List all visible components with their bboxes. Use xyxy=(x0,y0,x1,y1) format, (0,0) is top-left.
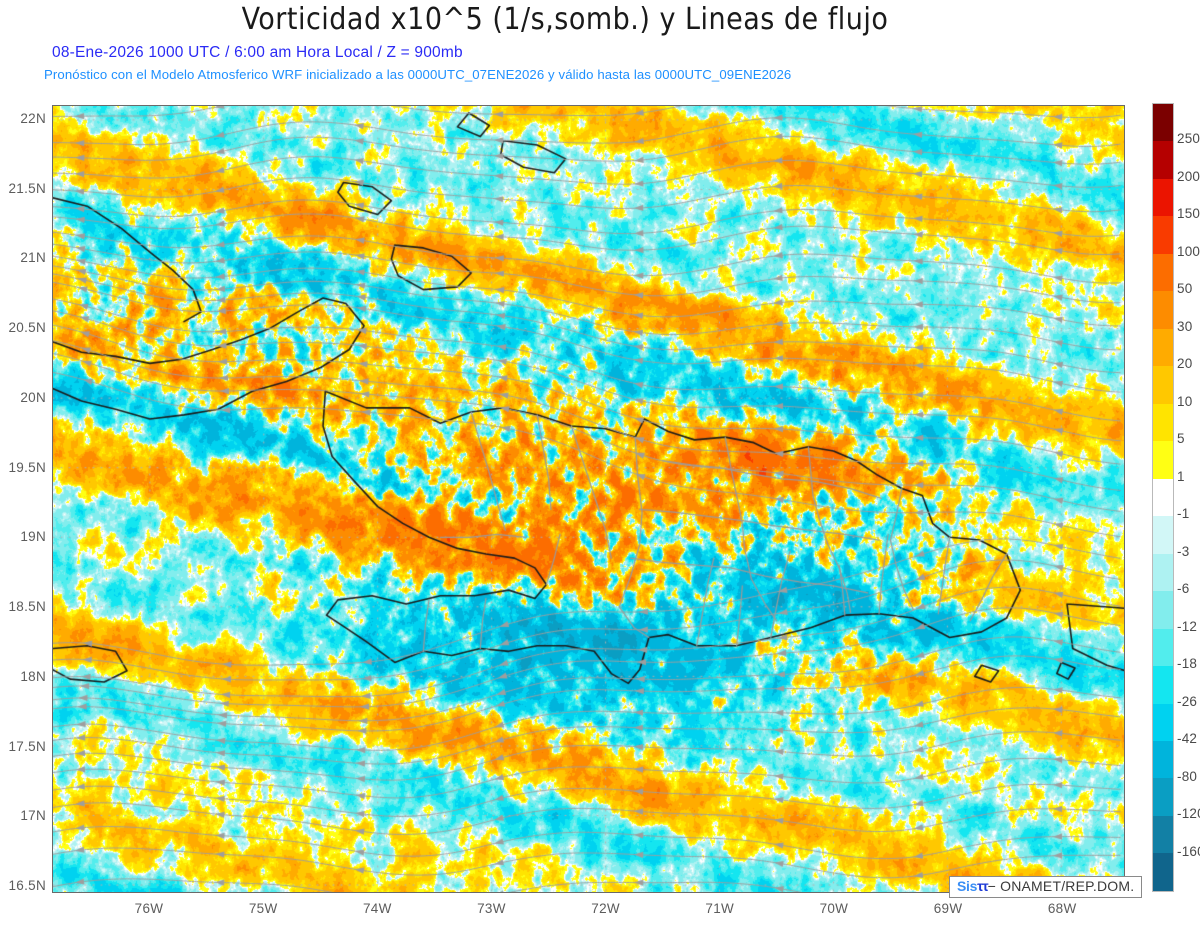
y-axis-tick: 22N xyxy=(20,110,46,126)
colorbar-band xyxy=(1153,553,1173,592)
colorbar-band xyxy=(1153,328,1173,367)
y-axis-tick: 17N xyxy=(20,808,46,824)
colorbar-band xyxy=(1153,403,1173,442)
y-axis-tick: 16.5N xyxy=(8,878,46,894)
y-axis-tick: 19N xyxy=(20,529,46,545)
colorbar-band xyxy=(1153,666,1173,704)
y-axis-tick: 18.5N xyxy=(8,599,46,615)
organization-label: ONAMET/REP.DOM. xyxy=(1000,878,1135,894)
colorbar-tick: -42 xyxy=(1177,731,1198,747)
y-axis-tick: 17.5N xyxy=(8,738,46,754)
colorbar-tick: -6 xyxy=(1177,581,1190,597)
colorbar-tick: -26 xyxy=(1177,693,1198,709)
colorbar-band xyxy=(1153,591,1173,629)
colorbar-band xyxy=(1153,291,1173,329)
colorbar-tick: -120 xyxy=(1177,806,1200,822)
colorbar-band xyxy=(1153,853,1173,891)
brand-label: Sis xyxy=(957,878,978,894)
colorbar-tick: -18 xyxy=(1177,656,1198,672)
x-axis-tick: 72W xyxy=(591,901,620,916)
colorbar-band xyxy=(1153,703,1173,741)
attribution-box: Sisττ− ONAMET/REP.DOM. xyxy=(949,876,1143,898)
x-axis-tick: 70W xyxy=(819,901,849,916)
colorbar-tick: 5 xyxy=(1177,431,1185,447)
colorbar-tick: -80 xyxy=(1177,768,1198,784)
colorbar-tick: 150 xyxy=(1177,206,1200,222)
colorbar-band xyxy=(1153,441,1173,479)
colorbar-band xyxy=(1153,478,1173,517)
colorbar xyxy=(1152,103,1174,892)
x-axis-tick: 76W xyxy=(134,901,164,916)
colorbar-tick: 20 xyxy=(1177,356,1193,372)
y-axis-tick: 20.5N xyxy=(8,320,46,336)
colorbar-band xyxy=(1153,815,1173,854)
x-axis-tick: 68W xyxy=(1047,901,1077,916)
x-axis-tick: 74W xyxy=(362,901,392,916)
colorbar-tick: -3 xyxy=(1177,543,1190,559)
separator-label: − xyxy=(987,878,997,894)
streamlines-and-coastlines-layer xyxy=(53,106,1124,892)
x-axis-tick: 71W xyxy=(705,901,735,916)
colorbar-tick: 100 xyxy=(1177,243,1200,259)
colorbar-band xyxy=(1153,178,1173,217)
colorbar-tick: 1 xyxy=(1177,468,1185,484)
colorbar-tick: 30 xyxy=(1177,318,1193,334)
colorbar-band xyxy=(1153,740,1173,779)
forecast-model-description: Pronóstico con el Modelo Atmosferico WRF… xyxy=(44,67,792,82)
page-title: Vorticidad x10^5 (1/s,somb.) y Lineas de… xyxy=(241,2,889,37)
colorbar-band xyxy=(1153,253,1173,292)
colorbar-band xyxy=(1153,628,1173,667)
y-axis-tick: 21.5N xyxy=(8,180,46,196)
x-axis-tick: 73W xyxy=(477,901,506,916)
colorbar-tick: 250 xyxy=(1177,131,1200,147)
colorbar-band xyxy=(1153,104,1173,142)
y-axis-tick: 20N xyxy=(20,389,46,405)
colorbar-band xyxy=(1153,141,1173,179)
y-axis-tick: 21N xyxy=(20,250,46,266)
colorbar-tick: -12 xyxy=(1177,618,1198,634)
y-axis-tick: 18N xyxy=(20,668,46,684)
colorbar-band xyxy=(1153,516,1173,554)
forecast-valid-time: 08-Ene-2026 1000 UTC / 6:00 am Hora Loca… xyxy=(52,44,463,61)
colorbar-band xyxy=(1153,778,1173,816)
colorbar-tick: 200 xyxy=(1177,168,1200,184)
x-axis-tick: 69W xyxy=(933,901,963,916)
colorbar-tick: -1 xyxy=(1177,506,1190,522)
brand-suffix-label: ττ xyxy=(977,878,988,894)
y-axis-tick: 19.5N xyxy=(8,459,46,475)
colorbar-tick: 10 xyxy=(1177,393,1193,409)
colorbar-band xyxy=(1153,216,1173,254)
colorbar-band xyxy=(1153,366,1173,404)
map-plot-area xyxy=(52,105,1125,893)
colorbar-tick: -160 xyxy=(1177,843,1200,859)
colorbar-tick: 50 xyxy=(1177,281,1193,297)
x-axis-tick: 75W xyxy=(248,901,278,916)
